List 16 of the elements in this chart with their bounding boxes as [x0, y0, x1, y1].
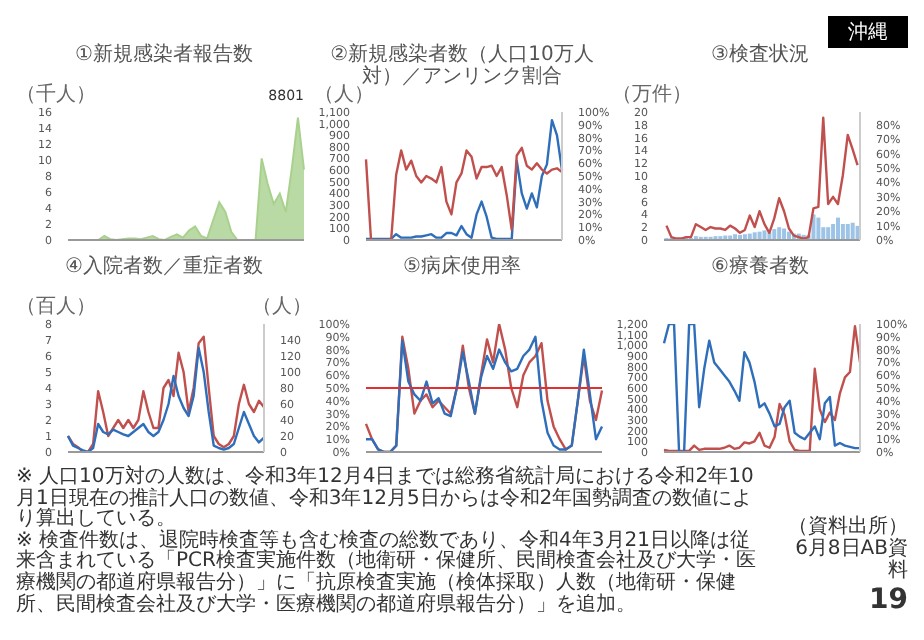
text: ※ 人口10万対の人数は、令和3年12月4日までは総務省統計局における令和2年10月1日現在の推計人口の数値、令和3年12月5日からは令和2年国勢調査の数値により算出している。 [16, 466, 756, 531]
text: 沖縄 [828, 16, 908, 48]
y-axis-title: （百人） [16, 296, 96, 318]
chart-title: ②新規感染者数（人口10万人対）／アンリンク割合 [330, 44, 596, 88]
y-axis-title: （千人） [16, 84, 96, 106]
chart-title: ①新規感染者報告数 [75, 44, 253, 66]
y-axis-title: （人） [314, 84, 374, 106]
text: 19 [869, 584, 908, 616]
chart-title: ⑥療養者数 [709, 256, 811, 282]
chart-title: ④入院者数／重症者数 [65, 256, 263, 278]
y2-axis-title: （人） [252, 296, 312, 318]
text: （資料出所）6月8日AB資料 [786, 516, 908, 582]
y-axis-title: （万件） [612, 84, 692, 106]
chart-title: ⑤病床使用率 [401, 256, 523, 282]
text: ※ 検査件数は、退院時検査等も含む検査の総数であり、令和4年3月21日以降は従来含まれている「PCR検査実施件数（地衛研・保健所、民間検査会社及び大学・医療機関の都道府県報告分）」に「抗原検査実施（検体採取）人数（地衛研・保健所、民間検査会社及び大学・医療機関の都道府県報告分）」を追加。 [16, 529, 758, 617]
chart-title: ③検査状況 [711, 44, 809, 66]
